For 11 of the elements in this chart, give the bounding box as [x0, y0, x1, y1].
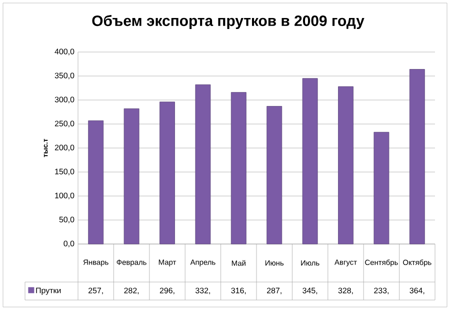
bar — [195, 84, 211, 244]
bar — [302, 78, 318, 244]
bar — [160, 102, 175, 244]
bar — [230, 92, 246, 244]
bar — [88, 120, 104, 244]
bar — [266, 106, 282, 244]
bar — [124, 108, 140, 244]
bar — [409, 69, 425, 244]
bar — [338, 86, 354, 244]
chart-title: Объем экспорта прутков в 2009 году — [92, 14, 364, 30]
bar — [374, 132, 390, 244]
